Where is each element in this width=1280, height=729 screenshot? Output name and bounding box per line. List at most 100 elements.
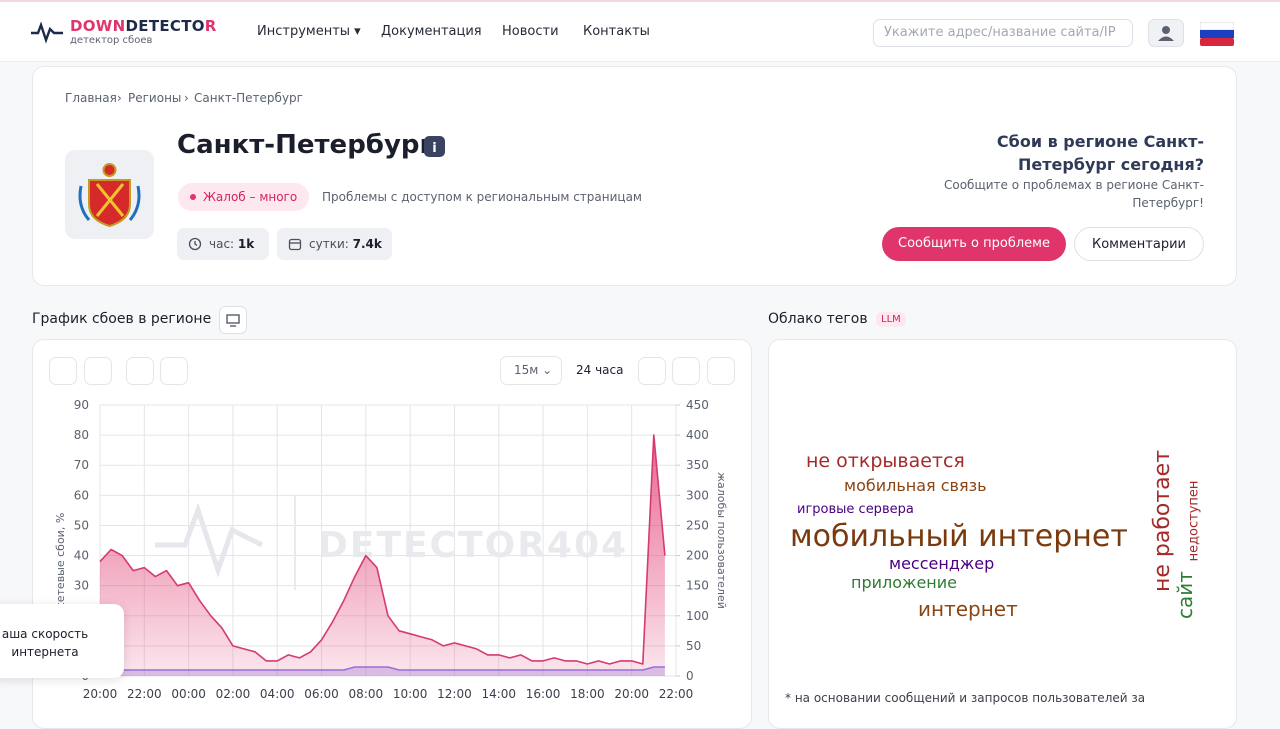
search-input[interactable]: Укажите адрес/название сайта/IP — [873, 19, 1133, 47]
tool-camera[interactable] — [49, 357, 77, 385]
logo-part: DOWN — [70, 17, 126, 35]
region-emblem — [65, 150, 154, 239]
y2-tick-label: 0 — [686, 669, 694, 683]
x-tick-label: 20:00 — [83, 687, 118, 701]
tag[interactable]: мобильный интернет — [790, 519, 1128, 554]
x-tick-label: 18:00 — [570, 687, 605, 701]
llm-badge: LLM — [876, 312, 906, 327]
stat-label: сутки: — [309, 237, 349, 251]
y2-tick-label: 250 — [686, 518, 709, 532]
clock-icon — [188, 237, 202, 251]
x-tick-label: 14:00 — [481, 687, 516, 701]
nav-link[interactable]: Новости — [502, 24, 559, 39]
logo-part: DETECTO — [125, 17, 205, 35]
stat-value: 7.4k — [352, 237, 382, 251]
tag[interactable]: сайт — [1173, 571, 1197, 619]
x-tick-label: 22:00 — [127, 687, 162, 701]
tag[interactable]: не работает — [1150, 449, 1175, 593]
prev-button[interactable] — [638, 357, 666, 385]
logo-part: R — [204, 17, 217, 35]
tag[interactable]: мобильная связь — [844, 476, 987, 495]
y2-tick-label: 100 — [686, 609, 709, 623]
tag[interactable]: игровые сервера — [797, 502, 914, 517]
region-title: Санкт-Петербург — [177, 130, 434, 160]
calendar-icon — [288, 238, 302, 251]
nav-link[interactable]: Контакты — [583, 24, 650, 39]
tag[interactable]: приложение — [851, 573, 957, 592]
interval-select[interactable]: 15м ⌄ — [500, 356, 562, 385]
calendar-button[interactable] — [672, 357, 700, 385]
y-tick-label: 40 — [74, 549, 89, 563]
tag[interactable]: не открывается — [806, 450, 965, 472]
info-icon[interactable]: i — [424, 136, 445, 157]
y2-tick-label: 200 — [686, 549, 709, 563]
breadcrumb-link[interactable]: Главная — [65, 91, 117, 105]
y-tick-label: 80 — [74, 428, 89, 442]
comments-button[interactable]: Комментарии — [1074, 227, 1204, 261]
tool-user[interactable] — [160, 357, 188, 385]
breadcrumb-separator: › — [117, 91, 122, 105]
chart: DETECTOR404 0102030405060708090050100150… — [54, 398, 728, 701]
tool-chart[interactable] — [126, 357, 154, 385]
x-tick-label: 06:00 — [304, 687, 339, 701]
interval-text: 15м — [514, 363, 539, 377]
next-button[interactable] — [707, 357, 735, 385]
header: DOWNDETECTOR детектор сбоев Инструменты … — [0, 0, 1280, 62]
y2-tick-label: 350 — [686, 458, 709, 472]
tool-grid[interactable] — [84, 357, 112, 385]
area-fill — [100, 435, 665, 676]
report-text: Сообщите о проблемах в регионе Санкт-Пет… — [943, 178, 1204, 210]
y-tick-label: 70 — [74, 458, 89, 472]
tag-cloud-title: Облако тегов — [768, 311, 868, 327]
tag[interactable]: мессенджер — [889, 554, 995, 573]
stat-label: час: — [209, 237, 235, 251]
speed-widget[interactable]: аша скорость интернета — [0, 604, 124, 678]
footnote: * на основании сообщений и запросов поль… — [785, 691, 1146, 705]
x-tick-label: 08:00 — [349, 687, 384, 701]
user-button[interactable] — [1148, 19, 1184, 47]
report-heading: Сбои в регионе Санкт-Петербург сегодня? — [996, 132, 1204, 174]
area-line — [99, 434, 666, 665]
region-description: Проблемы с доступом к региональным стран… — [322, 190, 642, 204]
x-tick-label: 02:00 — [216, 687, 251, 701]
y2-tick-label: 150 — [686, 579, 709, 593]
tag[interactable]: недоступен — [1186, 480, 1202, 562]
range-label[interactable]: 24 часа — [576, 363, 624, 377]
logo[interactable]: DOWNDETECTOR — [70, 17, 217, 35]
tag[interactable]: интернет — [918, 597, 1018, 621]
y-tick-label: 60 — [74, 488, 89, 502]
y-tick-label: 50 — [74, 518, 89, 532]
x-tick-label: 04:00 — [260, 687, 295, 701]
stat-day: сутки: 7.4k — [277, 228, 392, 260]
stat-hour: час: 1k — [177, 228, 269, 260]
x-tick-label: 16:00 — [526, 687, 561, 701]
report-button[interactable]: Сообщить о проблеме — [882, 227, 1066, 261]
y2-tick-label: 400 — [686, 428, 709, 442]
area-fill — [100, 667, 665, 676]
y-axis-label: сетевые сбои, % — [54, 513, 67, 609]
area-line — [100, 666, 665, 671]
x-tick-label: 00:00 — [171, 687, 206, 701]
breadcrumb-current: Санкт-Петербург — [194, 91, 303, 105]
display-button[interactable] — [219, 306, 247, 334]
y-tick-label: 90 — [74, 398, 89, 412]
breadcrumb-separator: › — [184, 91, 189, 105]
chart-section-title: График сбоев в регионе — [32, 311, 212, 327]
logo-tagline: детектор сбоев — [70, 35, 153, 46]
status-badge: Жалоб – много — [178, 183, 310, 211]
nav-link[interactable]: Документация — [381, 24, 482, 39]
status-dot — [190, 194, 196, 200]
stat-value: 1k — [237, 237, 255, 251]
watermark-icon — [155, 502, 264, 578]
flag-ru[interactable] — [1200, 22, 1234, 46]
status-text: Жалоб – много — [203, 190, 298, 204]
x-tick-label: 12:00 — [437, 687, 472, 701]
y-tick-label: 30 — [74, 579, 89, 593]
y2-tick-label: 450 — [686, 398, 709, 412]
logo-icon — [31, 21, 63, 44]
breadcrumb-link[interactable]: Регионы — [128, 91, 182, 105]
nav-link[interactable]: Инструменты ▾ — [257, 24, 361, 39]
tag-cloud-card — [768, 339, 1237, 729]
y2-tick-label: 300 — [686, 488, 709, 502]
